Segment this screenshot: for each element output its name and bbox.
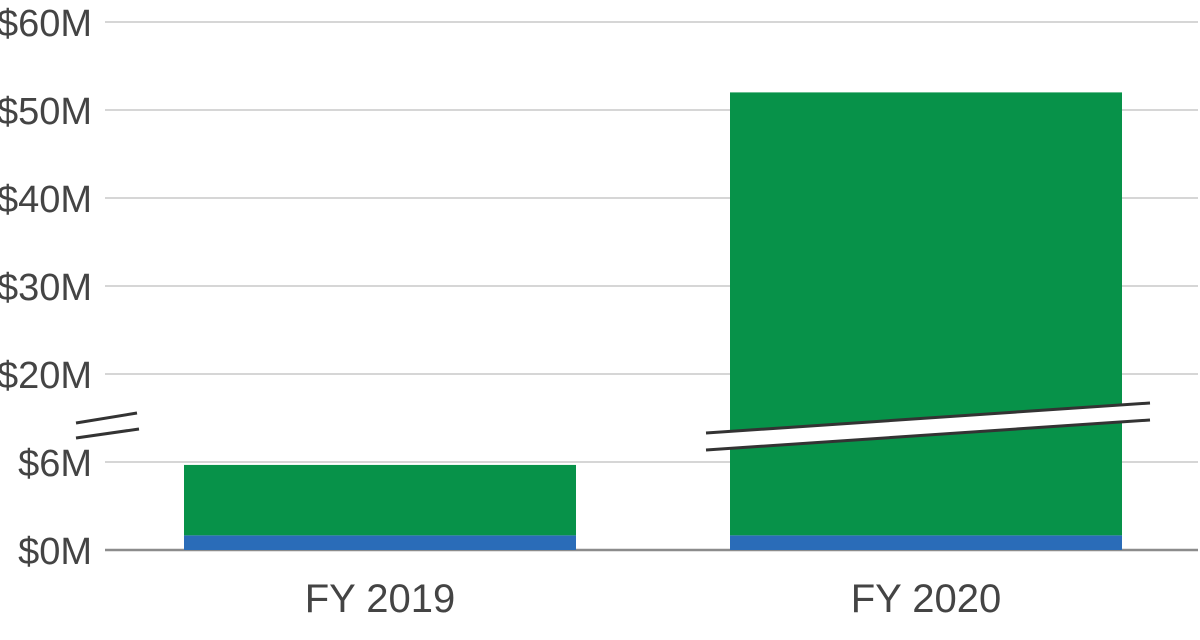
bar-segment-base-1 — [184, 535, 576, 550]
axis-break-mark-upper — [75, 411, 138, 425]
bar-segment-top-1 — [184, 464, 576, 536]
y-tick-label: $60M — [0, 3, 92, 45]
axis-break-marks — [75, 401, 1151, 452]
x-tick-label: FY 2020 — [851, 577, 1002, 621]
bar-break-line-lower — [705, 418, 1151, 452]
axis-break-mark-lower — [75, 427, 140, 440]
bar-segment-base-2 — [730, 535, 1122, 550]
y-tick-label: $20M — [0, 355, 92, 397]
y-tick-label: $50M — [0, 91, 92, 133]
bars — [184, 92, 1122, 550]
y-tick-label: $6M — [18, 443, 92, 485]
y-tick-label: $30M — [0, 267, 92, 309]
bar-segment-top-2 — [730, 92, 1122, 536]
x-tick-label: FY 2019 — [305, 577, 456, 621]
bar-break-gap — [706, 403, 1150, 450]
bar-break-line-upper — [705, 401, 1151, 435]
axis-labels: $0M $6M $20M $30M $40M $50M $60M FY 2019 FY 2020 — [0, 3, 1001, 621]
y-tick-label: $40M — [0, 179, 92, 221]
y-tick-label: $0M — [18, 531, 92, 573]
